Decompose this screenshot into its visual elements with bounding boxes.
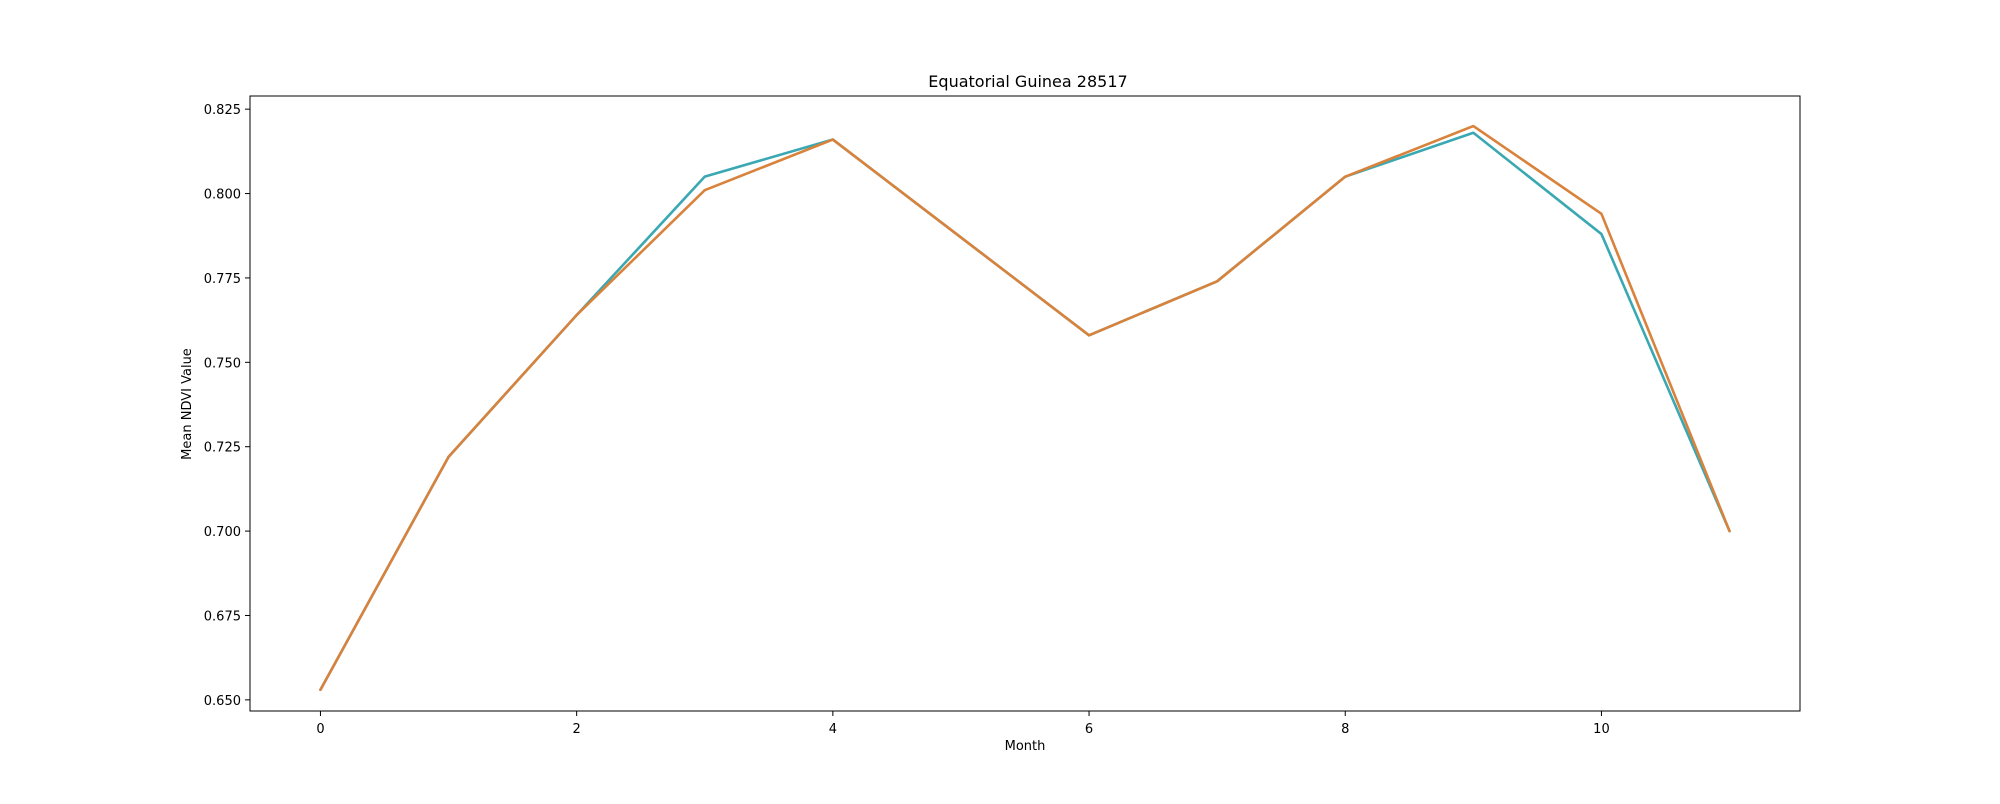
- x-tick-label: 0: [316, 722, 324, 737]
- x-axis-label: Month: [1005, 739, 1046, 754]
- y-tick-label: 0.700: [204, 525, 241, 540]
- y-axis-label: Mean NDVI Value: [180, 348, 195, 460]
- y-tick-label: 0.675: [204, 609, 241, 624]
- x-axis: 0 2 4 6 8 10: [316, 711, 1609, 737]
- y-tick-label: 0.775: [204, 272, 241, 287]
- series-line-2: [320, 126, 1729, 690]
- y-tick-label: 0.650: [204, 694, 241, 709]
- y-tick-label: 0.800: [204, 188, 241, 203]
- y-tick-label: 0.825: [204, 103, 241, 118]
- y-axis: 0.650 0.675 0.700 0.725 0.750 0.775 0.800 0.825: [204, 103, 250, 709]
- y-tick-label: 0.750: [204, 356, 241, 371]
- x-tick-label: 8: [1341, 722, 1349, 737]
- x-tick-label: 6: [1085, 722, 1093, 737]
- y-tick-label: 0.725: [204, 441, 241, 456]
- series-line-1: [320, 133, 1729, 690]
- axes-frame: [250, 96, 1800, 711]
- series-layer: [320, 126, 1729, 690]
- x-tick-label: 4: [829, 722, 837, 737]
- x-tick-label: 2: [573, 722, 581, 737]
- chart-title: Equatorial Guinea 28517: [928, 72, 1127, 91]
- x-tick-label: 10: [1593, 722, 1610, 737]
